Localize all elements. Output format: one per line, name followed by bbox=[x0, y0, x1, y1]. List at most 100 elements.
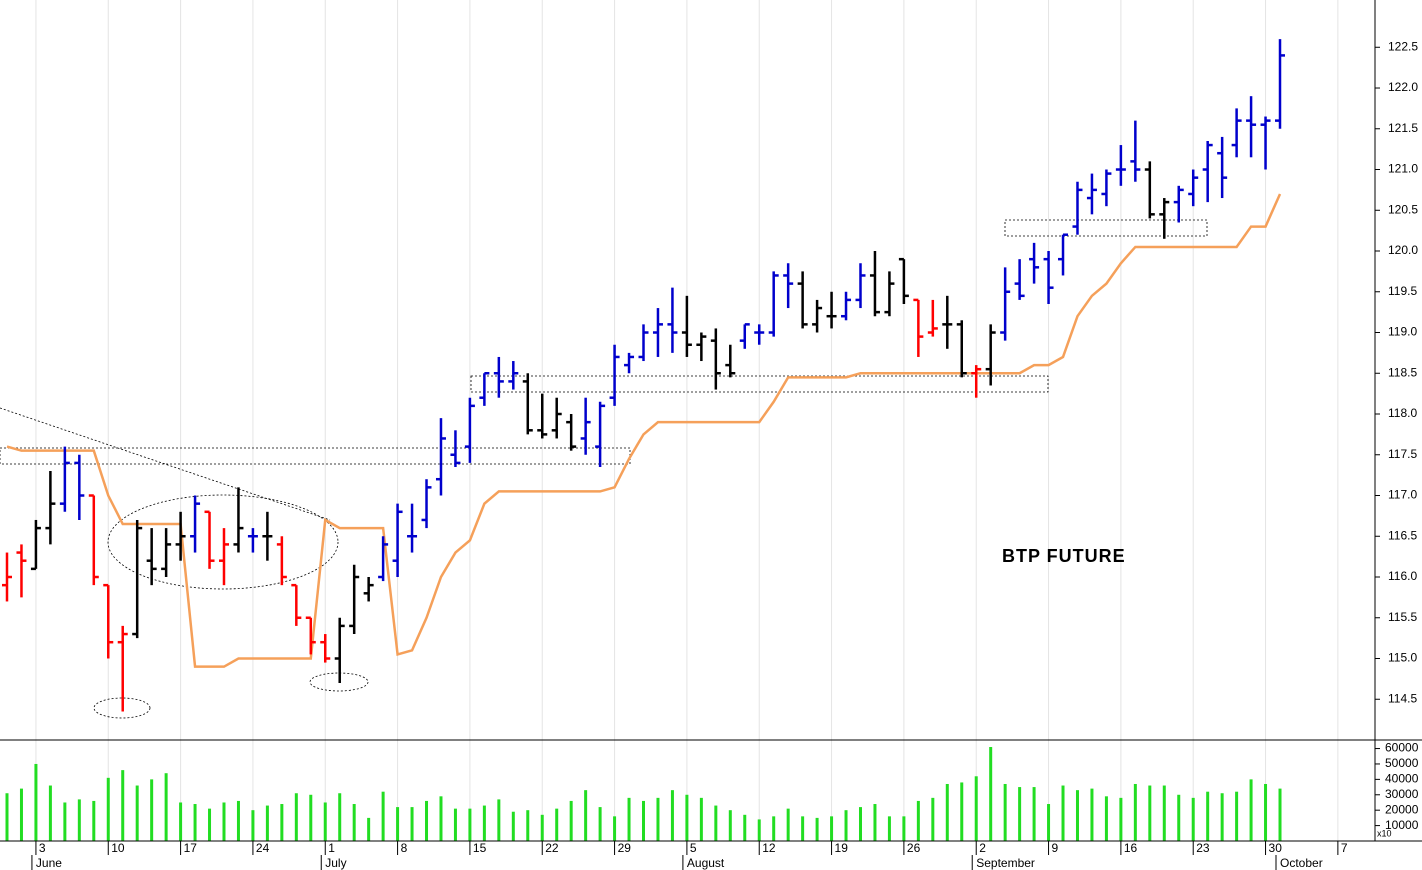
y-tick-label: 116.0 bbox=[1388, 569, 1417, 583]
volume-bar bbox=[208, 808, 212, 841]
x-tick-label: 26 bbox=[907, 841, 921, 855]
volume-bar bbox=[1047, 804, 1051, 841]
volume-bar bbox=[844, 810, 848, 841]
month-label: July bbox=[325, 856, 346, 870]
x-tick-label: 3 bbox=[39, 841, 46, 855]
x-tick-label: 23 bbox=[1196, 841, 1210, 855]
volume-bar bbox=[858, 807, 862, 841]
x-tick-label: 19 bbox=[835, 841, 849, 855]
volume-bar bbox=[1061, 785, 1065, 841]
month-label: June bbox=[36, 856, 62, 870]
volume-bar bbox=[1264, 783, 1268, 841]
volume-bar bbox=[1090, 788, 1094, 841]
volume-bar bbox=[830, 816, 834, 841]
volume-bar bbox=[19, 788, 23, 841]
volume-bar bbox=[425, 800, 429, 841]
volume-bar bbox=[236, 800, 240, 841]
y-tick-label: 116.5 bbox=[1388, 528, 1417, 542]
volume-bar bbox=[150, 779, 154, 841]
y-tick-label: 121.5 bbox=[1388, 121, 1418, 135]
x-tick-label: 24 bbox=[256, 841, 270, 855]
volume-bar bbox=[453, 808, 457, 841]
y-tick-label: 122.0 bbox=[1388, 80, 1418, 94]
volume-bar bbox=[410, 807, 414, 841]
volume-bar bbox=[627, 797, 631, 841]
volume-bar bbox=[1119, 797, 1123, 841]
volume-bar bbox=[5, 793, 9, 841]
volume-bar bbox=[757, 819, 761, 841]
volume-bar bbox=[251, 810, 255, 841]
volume-tick-label: 10000 bbox=[1385, 818, 1419, 832]
x-tick-label: 10 bbox=[111, 841, 125, 855]
chart-title: BTP FUTURE bbox=[1002, 546, 1126, 566]
volume-bar bbox=[642, 800, 646, 841]
volume-bar bbox=[63, 802, 67, 841]
volume-tick-label: 40000 bbox=[1385, 772, 1419, 786]
volume-bar bbox=[1249, 779, 1253, 841]
volume-bar bbox=[1162, 785, 1166, 841]
volume-tick-label: 20000 bbox=[1385, 802, 1419, 816]
volume-bar bbox=[931, 797, 935, 841]
volume-bar bbox=[135, 785, 139, 841]
volume-bar bbox=[280, 804, 284, 841]
volume-tick-label: 30000 bbox=[1385, 787, 1419, 801]
x-tick-label: 12 bbox=[762, 841, 776, 855]
volume-bar bbox=[714, 805, 718, 841]
x-tick-label: 5 bbox=[690, 841, 697, 855]
volume-bar bbox=[106, 777, 110, 841]
y-tick-label: 115.0 bbox=[1388, 651, 1417, 665]
month-label: August bbox=[687, 856, 725, 870]
annotations bbox=[0, 219, 1208, 719]
volume-bar bbox=[598, 807, 602, 841]
volume-bar bbox=[352, 804, 356, 841]
volume-bar bbox=[439, 796, 443, 841]
volume-bar bbox=[1104, 796, 1108, 841]
y-tick-label: 115.5 bbox=[1388, 610, 1417, 624]
volume-bar bbox=[1133, 783, 1137, 841]
volume-bar bbox=[743, 814, 747, 841]
volume-bar bbox=[989, 747, 993, 841]
volume-bar bbox=[584, 790, 588, 841]
volume-bar bbox=[48, 785, 52, 841]
volume-bar bbox=[685, 794, 689, 841]
volume-bar bbox=[265, 805, 269, 841]
volume-bar bbox=[511, 811, 515, 841]
y-tick-label: 122.5 bbox=[1388, 39, 1418, 53]
volume-bar bbox=[164, 773, 168, 841]
y-tick-label: 114.5 bbox=[1388, 691, 1417, 705]
month-label: September bbox=[976, 856, 1035, 870]
x-tick-label: 22 bbox=[545, 841, 559, 855]
volume-bar bbox=[1003, 783, 1007, 841]
volume-bar bbox=[323, 802, 327, 841]
volume-bar bbox=[179, 802, 183, 841]
volume-bar bbox=[699, 797, 703, 841]
support-box bbox=[470, 375, 1049, 393]
volume-bar bbox=[396, 807, 400, 841]
volume-bar bbox=[801, 816, 805, 841]
x-tick-label: 2 bbox=[979, 841, 986, 855]
y-tick-label: 120.5 bbox=[1388, 202, 1418, 216]
y-tick-label: 120.0 bbox=[1388, 243, 1418, 257]
x-tick-label: 8 bbox=[401, 841, 408, 855]
x-tick-label: 1 bbox=[328, 841, 335, 855]
volume-bar bbox=[77, 799, 81, 841]
volume-bar bbox=[1018, 787, 1022, 841]
volume-bar bbox=[555, 808, 559, 841]
y-tick-label: 117.0 bbox=[1388, 488, 1417, 502]
volume-scale-label: x10 bbox=[1377, 828, 1392, 838]
volume-bar bbox=[1032, 787, 1036, 841]
volume-bar bbox=[1278, 788, 1282, 841]
volume-bar bbox=[887, 816, 891, 841]
volume-tick-label: 50000 bbox=[1385, 756, 1419, 770]
volume-bar bbox=[1075, 790, 1079, 841]
volume-bar bbox=[294, 793, 298, 841]
volume-bar bbox=[526, 810, 530, 841]
low-ellipse bbox=[309, 672, 369, 692]
volume-bar bbox=[1191, 797, 1195, 841]
x-tick-label: 30 bbox=[1269, 841, 1283, 855]
volume-bar bbox=[656, 797, 660, 841]
plot bbox=[2, 39, 1286, 841]
y-tick-label: 118.5 bbox=[1388, 365, 1417, 379]
